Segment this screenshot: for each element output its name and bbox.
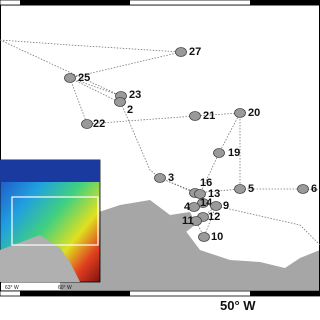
station-label: 16 bbox=[200, 177, 212, 189]
station-label: 3 bbox=[168, 172, 174, 184]
station-label: 23 bbox=[129, 89, 141, 101]
station-label: 12 bbox=[208, 211, 220, 223]
station-label: 21 bbox=[203, 110, 215, 122]
inset-label: 63° W bbox=[5, 285, 19, 291]
station-label: 2 bbox=[127, 104, 133, 116]
station-marker bbox=[297, 184, 309, 194]
station-label: 27 bbox=[189, 46, 201, 58]
station-label: 13 bbox=[208, 188, 220, 200]
longitude-label: 50° W bbox=[220, 298, 256, 313]
station-label: 14 bbox=[200, 197, 213, 209]
inset-label: 60° W bbox=[58, 285, 72, 291]
land bbox=[60, 200, 320, 290]
station-label: 19 bbox=[228, 147, 240, 159]
station-label: 25 bbox=[78, 72, 90, 84]
station-label: 10 bbox=[211, 231, 223, 243]
station-marker bbox=[154, 173, 166, 183]
island bbox=[170, 212, 196, 232]
station-label: 20 bbox=[248, 107, 260, 119]
station-marker bbox=[234, 108, 246, 118]
station-marker bbox=[190, 216, 202, 226]
station-marker bbox=[210, 201, 222, 211]
station-marker bbox=[114, 97, 126, 107]
station-label: 5 bbox=[248, 183, 254, 195]
station-marker bbox=[197, 198, 209, 208]
station-marker bbox=[81, 119, 93, 129]
station-marker bbox=[198, 232, 210, 242]
station-label: 6 bbox=[311, 183, 317, 195]
station-marker bbox=[194, 189, 206, 199]
station-marker bbox=[64, 73, 76, 83]
top-scale-bar bbox=[0, 0, 320, 6]
station-label: 9 bbox=[223, 200, 229, 212]
station-label: 22 bbox=[93, 118, 105, 130]
inset-map: 63° W 60° W bbox=[0, 159, 101, 291]
station-label: 4 bbox=[184, 201, 191, 213]
station-marker bbox=[175, 47, 187, 57]
station-marker bbox=[213, 148, 225, 158]
station-marker bbox=[234, 184, 246, 194]
station-marker bbox=[188, 202, 200, 212]
bottom-scale-bar bbox=[0, 290, 320, 297]
station-label: 11 bbox=[182, 215, 194, 227]
station-marker bbox=[189, 111, 201, 121]
